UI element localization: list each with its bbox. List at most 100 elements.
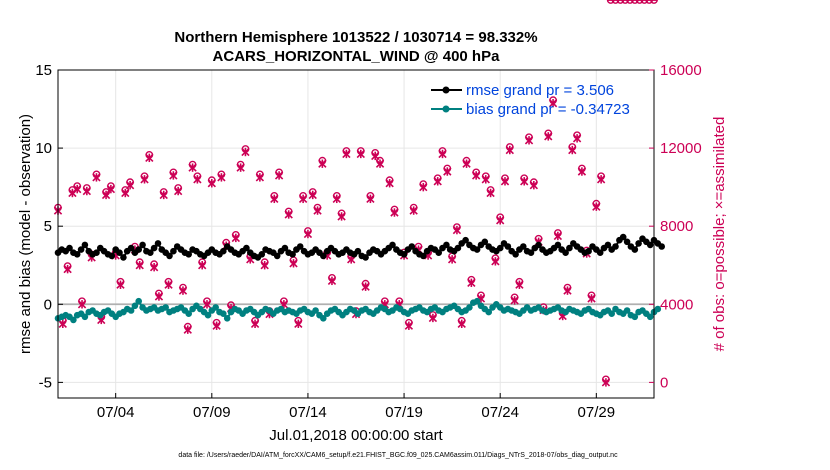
bias-point xyxy=(70,316,77,324)
rmse-point xyxy=(623,238,631,246)
x-tick-label: 07/19 xyxy=(385,404,423,421)
rmse-point xyxy=(66,244,73,252)
obs-point xyxy=(462,156,471,168)
obs-point xyxy=(342,147,351,159)
rmse-point xyxy=(566,244,573,252)
rmse-point xyxy=(585,247,592,255)
rmse-point xyxy=(220,247,227,255)
obs-point xyxy=(577,164,587,176)
rmse-point xyxy=(443,241,450,249)
left-tick-label: -5 xyxy=(39,374,52,391)
obs-point xyxy=(231,230,241,243)
obs-possible-marker xyxy=(635,0,644,4)
rmse-point xyxy=(462,236,469,244)
rmse-point xyxy=(120,254,127,261)
obs-point xyxy=(587,291,596,303)
bias-point xyxy=(204,311,212,319)
bias-point xyxy=(466,304,473,311)
x-tick-label: 07/29 xyxy=(578,404,616,421)
obs-point xyxy=(140,172,149,184)
x-tick-label: 07/24 xyxy=(481,404,519,421)
left-tick-label: 15 xyxy=(35,62,52,79)
rmse-series xyxy=(54,233,665,261)
bias-point xyxy=(608,310,615,318)
obs-point xyxy=(149,260,159,272)
rmse-point xyxy=(504,243,512,250)
x-tick-label: 07/09 xyxy=(193,404,231,421)
bias-point xyxy=(654,305,662,313)
bias-point xyxy=(623,307,631,314)
obs-point xyxy=(563,283,572,295)
obs-point xyxy=(207,176,216,188)
obs-point xyxy=(385,176,394,188)
obs-point xyxy=(356,147,365,159)
obs-point xyxy=(121,186,130,198)
obs-point xyxy=(274,168,284,180)
legend-bias-marker xyxy=(442,105,450,113)
obs-point xyxy=(202,297,212,309)
rmse-point xyxy=(562,249,569,256)
obs-point xyxy=(106,182,116,194)
obs-point xyxy=(544,129,553,141)
rmse-point xyxy=(354,247,362,255)
obs-point xyxy=(616,0,625,4)
bias-point xyxy=(135,297,142,305)
obs-point xyxy=(236,160,245,172)
rmse-point xyxy=(389,241,396,249)
left-axis-label: rmse and bias (model - observation) xyxy=(17,114,34,354)
rmse-point xyxy=(139,241,146,249)
obs-point xyxy=(260,258,269,270)
rmse-point xyxy=(73,251,81,258)
obs-point xyxy=(217,170,226,182)
rmse-point xyxy=(631,246,639,253)
rmse-point xyxy=(281,244,289,252)
obs-point xyxy=(433,174,442,186)
obs-point xyxy=(650,0,658,4)
obs-point xyxy=(457,316,466,329)
obs-possible-marker xyxy=(630,0,639,4)
rmse-point xyxy=(273,252,281,260)
right-tick-label: 4000 xyxy=(660,296,693,313)
obs-point xyxy=(645,0,654,4)
legend-rmse-marker xyxy=(442,86,450,94)
obs-point xyxy=(635,0,644,4)
obs-point xyxy=(568,143,577,155)
obs-point xyxy=(250,316,260,329)
bias-point xyxy=(631,313,639,321)
obs-point xyxy=(428,311,438,323)
obs-point xyxy=(596,172,606,184)
rmse-point xyxy=(527,249,535,256)
obs-point xyxy=(467,275,476,288)
obs-point xyxy=(640,0,649,4)
obs-point xyxy=(404,318,414,330)
obs-point xyxy=(486,186,495,198)
obs-point xyxy=(505,143,514,155)
obs-point xyxy=(515,277,524,289)
right-axis-ticks: 0 4000 8000 12000 16000 xyxy=(649,62,702,391)
obs-point xyxy=(159,188,168,200)
obs-point xyxy=(173,184,183,196)
obs-point xyxy=(337,209,346,221)
obs-point xyxy=(241,145,250,157)
rmse-point xyxy=(400,251,408,258)
obs-point xyxy=(626,0,634,4)
obs-point xyxy=(510,293,519,305)
footer-data-file: data file: /Users/raeder/DAI/ATM_forcXX/… xyxy=(178,452,618,459)
obs-point xyxy=(298,191,308,204)
rmse-point xyxy=(243,244,250,252)
obs-possible-marker xyxy=(650,0,658,4)
x-tick-label: 07/14 xyxy=(289,404,327,421)
rmse-point xyxy=(420,252,427,260)
right-tick-label: 0 xyxy=(660,374,668,391)
bias-point xyxy=(131,302,139,310)
obs-point xyxy=(255,170,265,182)
obs-possible-marker xyxy=(606,0,615,4)
rmse-point xyxy=(520,243,527,250)
rmse-point xyxy=(408,243,416,250)
obs-point xyxy=(496,213,505,225)
chart-title-line1: Northern Hemisphere 1013522 / 1030714 = … xyxy=(174,29,537,46)
rmse-point xyxy=(473,246,481,253)
obs-point xyxy=(366,191,375,204)
obs-point xyxy=(135,258,144,270)
rmse-point xyxy=(604,241,612,249)
